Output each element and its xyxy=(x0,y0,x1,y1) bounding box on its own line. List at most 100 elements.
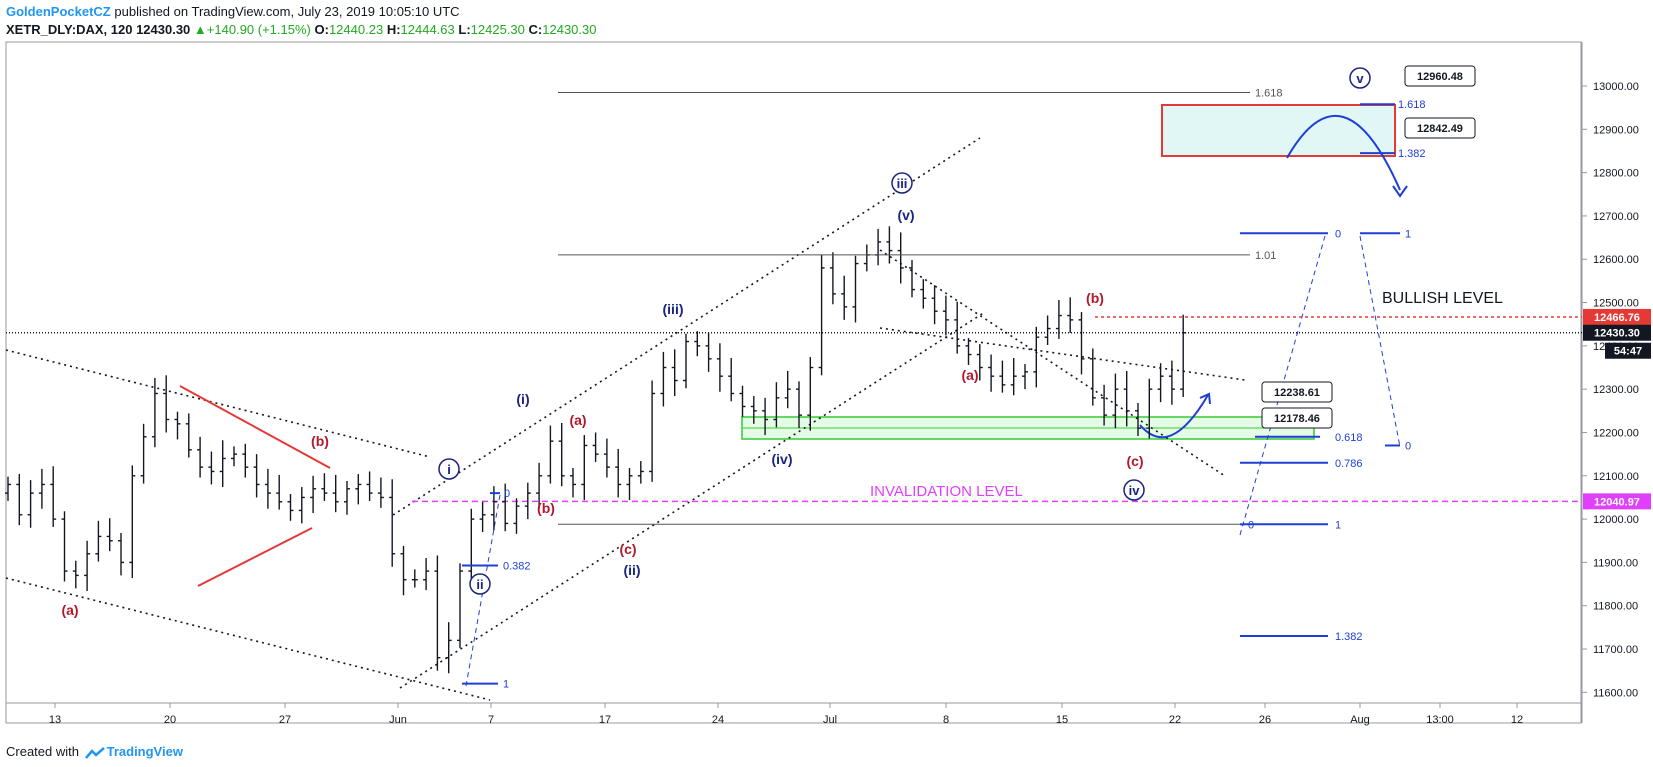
price-tag-text: 12430.30 xyxy=(1594,328,1640,340)
projection-arc-small xyxy=(1139,394,1209,439)
y-tick-label: 12000.00 xyxy=(1593,514,1639,526)
wave-labels: BULLISH LEVEL INVALIDATION LEVEL (a) (b) (a)… xyxy=(61,67,1503,618)
high-value: 12444.63 xyxy=(400,22,455,37)
wave-label-blue: (ii) xyxy=(623,562,640,578)
y-axis[interactable]: 13000.00 12900.00 12800.00 12700.00 12600.00… xyxy=(1582,81,1639,699)
price-callout-text: 12238.61 xyxy=(1274,387,1320,399)
wave-label-red: (b) xyxy=(1086,290,1104,306)
y-tick-label: 12600.00 xyxy=(1593,254,1639,266)
x-axis[interactable]: 13 20 27 Jun 7 17 24 Jul 8 15 22 26 Aug 13:00 12 xyxy=(49,703,1523,726)
wave-label-red: (a) xyxy=(61,602,78,618)
wave-circle-icon xyxy=(1349,67,1371,89)
wave-label-circled: iv xyxy=(1129,483,1141,498)
fib-blue-label: 1.618 xyxy=(1398,99,1426,111)
x-tick-label: 26 xyxy=(1259,714,1271,726)
symbol-name[interactable]: XETR_DLY:DAX, 120 xyxy=(6,22,133,37)
close-value: 12430.30 xyxy=(542,22,597,37)
x-tick-label: 17 xyxy=(599,714,611,726)
wave-label-blue: (i) xyxy=(516,391,529,407)
publish-info: GoldenPocketCZ published on TradingView.… xyxy=(6,4,460,19)
fib-blue-label: 1.382 xyxy=(1398,148,1426,160)
target-zone-cyan xyxy=(1161,104,1396,157)
author-name[interactable]: GoldenPocketCZ xyxy=(6,4,111,19)
levels xyxy=(6,316,1582,503)
y-tick-label: 11800.00 xyxy=(1593,601,1638,613)
price-tag-text: 12040.97 xyxy=(1594,496,1640,508)
low-value: 12425.30 xyxy=(470,22,525,37)
fib-blue-label: 1 xyxy=(1405,228,1411,240)
projection-arc-up xyxy=(1286,115,1401,191)
y-tick-label: 11900.00 xyxy=(1593,557,1638,569)
tradingview-logo-icon xyxy=(84,746,105,759)
y-tick-label: 12300.00 xyxy=(1593,384,1639,396)
y-tick-label: 12100.00 xyxy=(1593,471,1639,483)
x-tick-label: 22 xyxy=(1169,714,1181,726)
fibonacci-levels: 1.618 1.01 0 1 0.618 0 0.786 0 1 1.382 1.618 1.382 0… xyxy=(462,87,1426,691)
chart-frame xyxy=(5,41,1582,724)
price-tag xyxy=(1583,493,1651,510)
wave-label-red: (c) xyxy=(619,541,636,557)
trend-line xyxy=(5,349,431,458)
wave-label-circled: v xyxy=(1356,71,1364,86)
trend-line xyxy=(879,249,1226,477)
bullish-level-text: BULLISH LEVEL xyxy=(1382,290,1503,307)
up-arrow-icon: ▲ xyxy=(193,22,207,37)
y-tick-label: 11700.00 xyxy=(1593,644,1638,656)
price-callout-box xyxy=(1404,65,1476,87)
x-tick-label: Jun xyxy=(389,714,407,726)
x-tick-label: 27 xyxy=(279,714,291,726)
wave-circle-icon xyxy=(891,172,913,194)
x-tick-label: 20 xyxy=(164,714,176,726)
price-callout-box xyxy=(1261,381,1333,403)
close-label: C: xyxy=(528,22,543,37)
x-tick-label: 13 xyxy=(49,714,61,726)
y-tick-label: 11600.00 xyxy=(1593,687,1638,699)
arrow-head-down xyxy=(1392,185,1408,198)
price-tags: 12960.48 12842.49 12238.61 12178.46 12466.76… xyxy=(1261,65,1651,510)
wave-label-circled: ii xyxy=(476,577,483,592)
tradingview-brand[interactable]: TradingView xyxy=(106,744,183,759)
fib-blue-label: 0.618 xyxy=(1335,432,1363,444)
wave-circle-icon xyxy=(438,458,460,480)
wave-circle-icon xyxy=(1123,479,1145,501)
fib-blue-label: 1.382 xyxy=(1335,631,1363,643)
x-tick-label: 24 xyxy=(712,714,724,726)
created-with-text: Created with xyxy=(6,744,79,759)
price-callout-text: 12178.46 xyxy=(1274,413,1320,425)
trend-line xyxy=(399,311,986,689)
symbol-ohlc-line: XETR_DLY:DAX, 120 12430.30 ▲+140.90 (+1.… xyxy=(6,22,596,37)
x-tick-label: 7 xyxy=(488,714,494,726)
price-callout-text: 12842.49 xyxy=(1417,123,1463,135)
wave-label-circled: iii xyxy=(897,176,908,191)
y-tick-label: 12500.00 xyxy=(1593,298,1639,310)
wave-label-red: (a) xyxy=(569,412,586,428)
open-label: O: xyxy=(314,22,329,37)
trend-line xyxy=(879,327,1246,381)
wave-label-red: (a) xyxy=(961,367,978,383)
wave-label-blue: (iv) xyxy=(772,451,793,467)
wave-label-red: (b) xyxy=(311,433,329,449)
low-label: L: xyxy=(458,22,471,37)
wave-circle-icon xyxy=(469,573,491,595)
y-tick-label: 12200.00 xyxy=(1593,427,1639,439)
price-tag xyxy=(1583,324,1651,341)
fib-blue-label: 0 xyxy=(504,488,510,500)
publish-date: published on TradingView.com, July 23, 2… xyxy=(114,4,460,19)
fib-blue-label: 1 xyxy=(1335,519,1341,531)
y-tick-label: 12700.00 xyxy=(1593,211,1639,223)
wave-label-red: (c) xyxy=(1126,453,1143,469)
price-change: +140.90 (+1.15%) xyxy=(206,22,311,37)
high-label: H: xyxy=(386,22,401,37)
y-tick-label: 12800.00 xyxy=(1593,168,1639,180)
price-tag xyxy=(1583,308,1651,325)
wave-label-blue: (v) xyxy=(897,207,914,223)
x-tick-label: 12 xyxy=(1511,714,1523,726)
x-tick-label: 13:00 xyxy=(1426,714,1454,726)
arrow-head-up xyxy=(1199,392,1211,405)
y-tick-label: 13000.00 xyxy=(1593,81,1639,93)
price-callout-text: 12960.48 xyxy=(1417,71,1463,83)
ohlc-bars xyxy=(5,226,1187,674)
trend-lines xyxy=(5,115,1408,701)
wave-label-circled: i xyxy=(447,462,451,477)
